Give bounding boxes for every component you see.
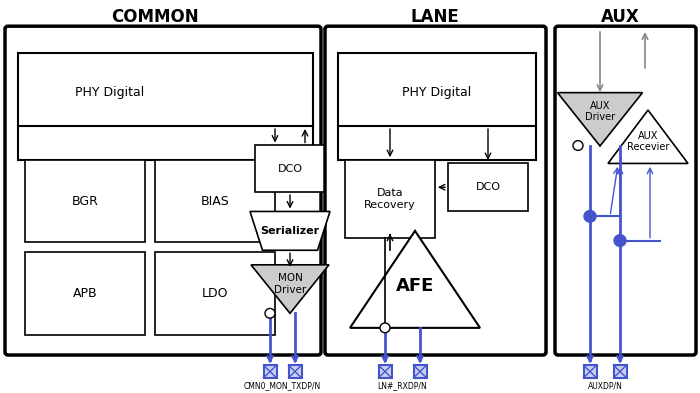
FancyBboxPatch shape [325, 26, 546, 355]
Text: LDO: LDO [202, 287, 228, 300]
Bar [338, 53, 536, 160]
Circle shape [380, 323, 390, 333]
Text: PHY Digital: PHY Digital [402, 86, 472, 99]
Bar [155, 160, 275, 242]
Bar [379, 365, 391, 378]
Text: MON
Driver: MON Driver [274, 274, 306, 295]
Text: BGR: BGR [71, 195, 99, 208]
Text: PHY Digital: PHY Digital [76, 86, 145, 99]
Circle shape [265, 309, 275, 318]
Text: BIAS: BIAS [201, 195, 230, 208]
Bar [414, 365, 426, 378]
Text: AUX
Recevier: AUX Recevier [626, 131, 669, 152]
Text: LANE: LANE [411, 9, 459, 26]
Text: LN#_RXDP/N: LN#_RXDP/N [377, 382, 427, 391]
Bar [25, 252, 145, 335]
Bar [448, 163, 528, 211]
Text: APB: APB [73, 287, 97, 300]
Polygon shape [350, 231, 480, 328]
Text: CMN0_MON_TXDP/N: CMN0_MON_TXDP/N [244, 382, 321, 391]
Bar [18, 53, 313, 160]
Polygon shape [250, 211, 330, 250]
Bar [584, 365, 596, 378]
Bar [25, 160, 145, 242]
Text: Serializer: Serializer [260, 226, 320, 236]
Polygon shape [557, 93, 643, 146]
Circle shape [584, 211, 596, 222]
Bar [155, 252, 275, 335]
Text: AUXDP/N: AUXDP/N [587, 382, 622, 391]
Text: AFE: AFE [395, 277, 434, 295]
Bar [613, 365, 626, 378]
Text: AUX
Driver: AUX Driver [585, 101, 615, 122]
Text: Data
Recovery: Data Recovery [364, 188, 416, 209]
FancyBboxPatch shape [555, 26, 696, 355]
Text: AUX: AUX [601, 9, 639, 26]
Bar [288, 365, 302, 378]
Bar [263, 365, 276, 378]
Text: DCO: DCO [475, 182, 500, 192]
Text: DCO: DCO [277, 164, 302, 174]
Bar [255, 145, 325, 192]
Circle shape [573, 141, 583, 151]
Circle shape [614, 235, 626, 246]
Polygon shape [608, 110, 688, 163]
Text: COMMON: COMMON [111, 9, 199, 26]
FancyBboxPatch shape [5, 26, 321, 355]
Bar [345, 160, 435, 238]
Polygon shape [251, 265, 329, 313]
